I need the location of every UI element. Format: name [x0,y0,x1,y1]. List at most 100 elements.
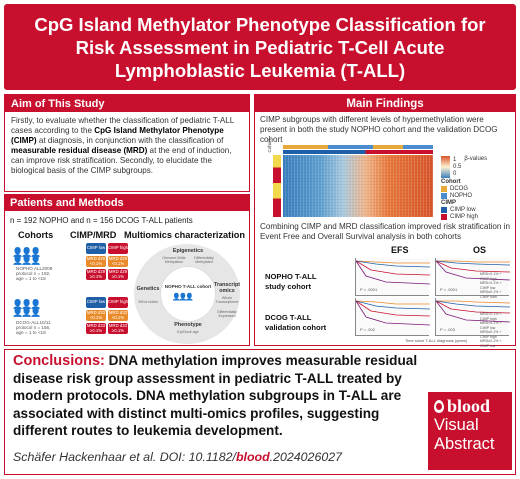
dcog-label-2: protocol n = 156, [16,325,51,331]
blood-drop-icon [434,399,444,413]
multiomics-center [160,266,216,322]
methods-col-cimp: CIMP/MRD [70,230,117,240]
nopho-people-icon: 👤👤👤 👤👤👤 [12,247,42,265]
dcog-people-icon: 👤👤👤 👤👤👤 [12,299,42,317]
omics-diff-expressed: Differentially Expressed [217,310,237,318]
citation-blood: blood [235,450,270,464]
conclusions-body: DNA methylation improves measurable resi… [13,353,418,438]
km-os-nopho: P < .0001 MRD<0.1% + CIMP high MRD<0.1% … [435,258,510,308]
omics-epigenetics-sub: Genome-Wide Methylation [162,256,186,264]
omics-genetics-label: Genetics [136,286,160,292]
beta-tick-0: 0 [453,170,457,177]
nopho-cohort-label: NOPHO ALL2008 protocol n = 192, age = 1 … [16,266,52,282]
nopho-row-label-1: NOPHO T-ALL [265,272,317,281]
km-os-dcog: P = .003 MRD<0.1% + CIMP high MRD<0.1% +… [435,298,510,348]
legend-nopho: NOPHO [450,193,473,199]
beta-tick-05: 0.5 [453,163,462,170]
findings-text-1: CIMP subgroups with different levels of … [260,115,498,144]
aim-text: Firstly, to evaluate whether the classif… [5,112,249,181]
km-os-dcog-curves [436,300,510,323]
legend-nopho-row: NOPHO [441,193,511,199]
omics-genetics-sub: SNVs Indels [138,300,158,304]
km-leg-1b: MRD<0.1% + CIMP high [480,312,502,321]
km-leg-3: MRD≥0.1% + CIMP high [480,290,502,299]
km-efs-nopho: P < .0001 [355,258,430,296]
aim-heading: Aim of This Study [5,95,249,112]
omics-diff-methylated: Differentially Methylated [194,256,214,264]
beta-ticks: 1 0.5 0 [453,157,461,178]
dcog-mrd-high-box-2: MRD d33 ≥0.1% [108,322,128,334]
aim-bold-cimp: CpG Island Methylator Phenotype (CIMP) [11,126,224,146]
heatmap-cohort-tag: Cohort [267,139,272,153]
km-os-nopho-p: P < .0001 [440,287,458,292]
dcog-mrd-low-box: MRD d33 <0.1% [86,309,106,321]
heatmap-legend: 1 0.5 0 β-values Cohort DCOG NOPHO CIMP … [441,155,511,221]
aim-text-2: at diagnosis, in conjunction with the cl… [36,136,224,146]
aim-text-1: Firstly, to evaluate whether the classif… [11,116,234,136]
km-efs-dcog-p: P = .002 [360,327,375,332]
citation-pre: Schäfer Hackenhaar et al. DOI: 10.1182/ [13,450,236,464]
km-efs-dcog-curves [356,300,430,326]
legend-cohort-title: Cohort [441,179,461,185]
dcog-row-label-1: DCOG T-ALL [265,313,312,322]
km-efs-nopho-p: P < .0001 [360,287,378,292]
km-os-nopho-curves [436,260,510,281]
methods-counts: n = 192 NOPHO and n = 156 DCOG T-ALL pat… [10,216,193,225]
conclusions-lead: Conclusions: [13,353,105,369]
nopho-cimp-low-box: CIMP low [86,243,106,254]
km-x-axis-label: Time since T-ALL diagnosis (years) [405,338,468,343]
nopho-label-3: age = 1 to <18 [16,276,46,282]
conclusions-text: Conclusions: DNA methylation improves me… [13,352,421,439]
heatmap-cells [283,155,433,217]
legend-low-row: CIMP low [441,207,511,213]
km-legend-dcog: MRD<0.1% + CIMP high MRD<0.1% + CIMP low… [480,312,509,348]
nopho-mrd-low-box: MRD d29 <0.1% [86,255,106,267]
dcog-label-3: age = 1 to <18 [16,330,46,336]
omics-phenotype-sub: EpiClock age [177,330,199,334]
nopho-cimp-high-box: CIMP high [108,243,128,254]
nopho-row-label: NOPHO T-ALL study cohort [265,272,316,291]
findings-heading: Main Findings [255,95,515,112]
title-line-1: CpG Island Methylator Phenotype Classifi… [34,13,486,35]
blood-logo-text: blood [447,396,491,416]
methods-heading: Patients and Methods [4,194,250,211]
legend-cimp-low: CIMP low [450,207,476,213]
km-leg-2: MRD<0.1% + CIMP low [480,281,502,290]
citation-post: .2024026027 [269,450,343,464]
km-os-dcog-p: P = .003 [440,327,455,332]
efs-title: EFS [391,245,409,255]
km-leg-3b: MRD≥0.1% + CIMP high [480,330,502,339]
beta-label: β-values [464,156,488,162]
dcog-cohort-label: DCOG-ALL10/11 protocol n = 156, age = 1 … [16,320,51,336]
aim-text-3: at the end of induction, can improve ris… [11,146,232,176]
heatmap-side-bar [273,155,281,217]
km-leg-1: MRD<0.1% + CIMP high [480,272,502,281]
aim-panel: Aim of This Study Firstly, to evaluate w… [4,94,250,192]
omics-epigenetics-label: Epigenetics [172,248,204,254]
legend-dcog: DCOG [450,186,468,192]
nopho-label-1: NOPHO ALL2008 [16,266,53,271]
title-line-3: Lymphoblastic Leukemia (T-ALL) [114,59,406,81]
km-leg-4b: MRD≥0.1% + CIMP low [480,339,502,348]
omics-transcriptomics-sub: Whole Transcriptome [215,296,239,304]
km-efs-dcog: P = .002 [355,298,430,336]
beta-gradient [441,156,450,178]
nopho-mrd-high-box-2: MRD d29 ≥0.1% [108,268,128,280]
dcog-mrd-high-box: MRD d33 ≥0.1% [86,322,106,334]
km-efs-nopho-curves [356,260,430,285]
visual-abstract-badge: blood Visual Abstract [428,392,512,470]
nopho-label-2: protocol n = 192, [16,271,51,277]
omics-center-label: NOPHO T-ALL cohort [164,284,212,289]
beta-tick-1: 1 [453,156,457,163]
omics-transcriptomics-label: Transcript omics [214,282,241,294]
legend-cimp-title: CIMP [441,200,456,206]
nopho-row-label-2: study cohort [265,281,311,291]
km-leg-2b: MRD<0.1% + CIMP low [480,321,502,330]
conclusions-panel: Conclusions: DNA methylation improves me… [4,349,516,475]
os-title: OS [473,245,487,255]
badge-word-visual: Visual [434,416,479,434]
omics-phenotype-label: Phenotype [174,322,202,328]
dcog-cimp-high-box: CIMP high [108,297,128,308]
legend-dcog-row: DCOG [441,186,511,192]
